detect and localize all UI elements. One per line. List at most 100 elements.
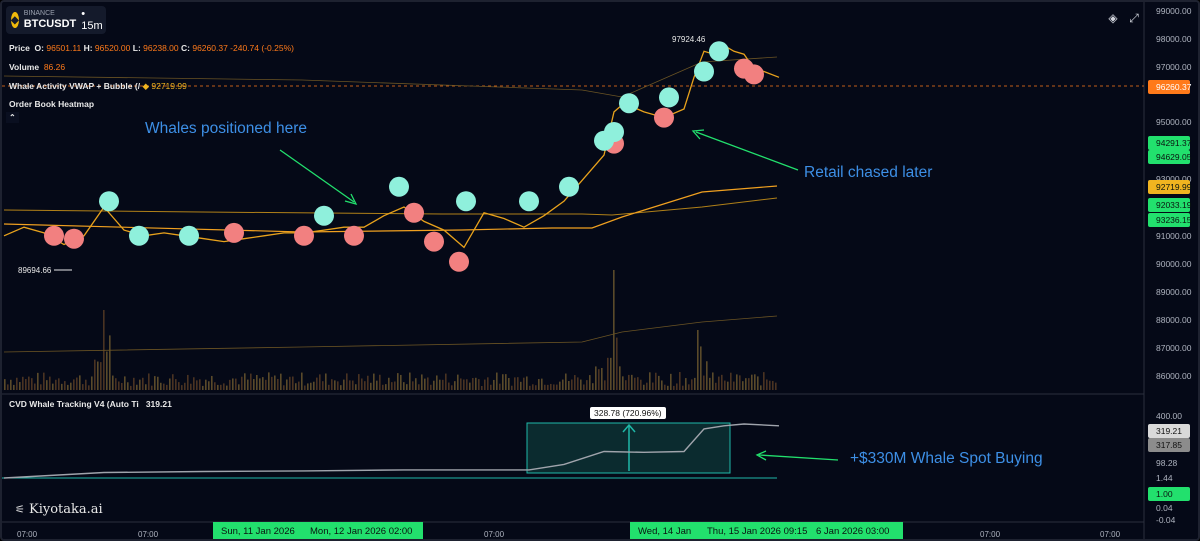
volume-bar	[142, 377, 144, 390]
volume-bar	[148, 373, 150, 390]
fullscreen-icon[interactable]: ⤢	[1129, 11, 1139, 25]
volume-bar	[472, 378, 474, 390]
volume-bar	[484, 379, 486, 390]
vwap-line	[3, 185, 778, 233]
volume-bar	[334, 380, 336, 390]
cvd-legend[interactable]: CVD Whale Tracking V4 (Auto Ti 319.21	[9, 399, 172, 409]
spot-arrowhead	[755, 450, 767, 461]
volume-bar	[277, 378, 279, 390]
volume-bar	[622, 376, 624, 390]
volume-bar	[187, 374, 189, 390]
volume-bar	[76, 377, 78, 390]
volume-bar	[226, 385, 228, 390]
volume-bar	[64, 381, 66, 390]
volume-bar	[376, 380, 378, 390]
volume-bar	[109, 335, 111, 390]
volume-bar	[265, 379, 267, 390]
volume-bar	[127, 382, 129, 390]
volume-bar	[316, 377, 318, 390]
volume-bar	[601, 367, 603, 390]
volume-bar	[4, 379, 6, 390]
volume-bar	[37, 372, 39, 390]
volume-bar	[85, 379, 87, 390]
volume-bar	[28, 376, 30, 390]
volume-bar	[229, 379, 231, 390]
sell-bubble	[404, 202, 424, 223]
volume-bar	[715, 382, 717, 390]
volume-bar	[361, 378, 363, 390]
volume-bar	[319, 374, 321, 390]
volume-bar	[727, 381, 729, 390]
volume-bar	[700, 346, 702, 390]
timeframe-label[interactable]: • 15m	[81, 8, 103, 32]
volume-bar	[175, 379, 177, 390]
volume-bar	[748, 378, 750, 390]
volume-bar	[466, 379, 468, 390]
time-tick-label: 07:00	[17, 530, 38, 539]
buy-bubble	[314, 205, 334, 226]
volume-bar	[469, 382, 471, 390]
volume-bar	[535, 385, 537, 390]
sell-bubble	[64, 228, 84, 249]
volume-bar	[124, 376, 126, 390]
volume-bar	[463, 379, 465, 390]
volume-bar	[262, 377, 264, 390]
volume-bar	[451, 385, 453, 390]
volume-bar	[364, 381, 366, 390]
volume-bar	[133, 377, 135, 390]
volume-bar	[22, 376, 24, 390]
volume-bar	[115, 378, 117, 390]
volume-bar	[73, 379, 75, 390]
volume-bar	[163, 383, 165, 390]
volume-bar	[709, 377, 711, 390]
volume-bar	[670, 373, 672, 390]
retail-annotation: Retail chased later	[804, 164, 933, 181]
layers-icon[interactable]: ◈	[1108, 11, 1118, 25]
volume-bar	[199, 379, 201, 390]
volume-bar	[637, 377, 639, 390]
volume-bar	[253, 379, 255, 390]
heatmap-legend[interactable]: Order Book Heatmap	[9, 99, 95, 109]
cvd-line	[3, 423, 780, 479]
collapse-indicators-button[interactable]: ⌃	[6, 112, 19, 123]
price-legend: Price O: 96501.11 H: 96520.00 L: 96238.0…	[9, 43, 294, 53]
time-tick-label: 07:00	[1100, 530, 1121, 539]
volume-bar	[556, 384, 558, 390]
volume-bar	[94, 359, 96, 390]
volume-bar	[514, 377, 516, 390]
bubble-group	[44, 41, 764, 272]
price-tick-label: 93000.00	[1156, 174, 1192, 184]
symbol-badge[interactable]: ◆ BINANCE BTCUSDT • 15m	[6, 6, 106, 34]
sell-bubble	[224, 222, 244, 243]
buy-bubble	[709, 41, 729, 62]
volume-bar	[691, 379, 693, 390]
vwap-legend[interactable]: Whale Activity VWAP + Bubble (/ ◆ 92719.…	[9, 81, 187, 91]
volume-bar	[697, 330, 699, 390]
cvd-badge: 317.85	[1148, 438, 1190, 452]
volume-legend: Volume 86.26	[9, 62, 66, 72]
cvd-group	[2, 422, 780, 479]
volume-bar	[436, 375, 438, 390]
sell-bubble	[449, 251, 469, 272]
volume-bar	[721, 374, 723, 390]
volume-bar	[7, 384, 9, 390]
volume-bar	[238, 384, 240, 390]
volume-bar	[565, 373, 567, 390]
cvd-badge: 1.00	[1148, 487, 1190, 501]
volume-bar	[454, 381, 456, 390]
buy-bubble	[129, 225, 149, 246]
vwap-upper-line	[3, 197, 778, 216]
volume-bar	[202, 385, 204, 390]
volume-bar	[91, 376, 93, 390]
whales-arrowhead	[344, 193, 358, 206]
price-tick-label: 88000.00	[1156, 315, 1192, 325]
volume-bar	[169, 378, 171, 390]
time-tick-label: 07:00	[138, 530, 159, 539]
volume-bar	[337, 381, 339, 390]
volume-bar	[505, 374, 507, 390]
cvd-tick-label: -0.04	[1156, 515, 1176, 525]
volume-bar	[460, 378, 462, 390]
buy-bubble	[456, 191, 476, 212]
volume-bar	[391, 382, 393, 390]
